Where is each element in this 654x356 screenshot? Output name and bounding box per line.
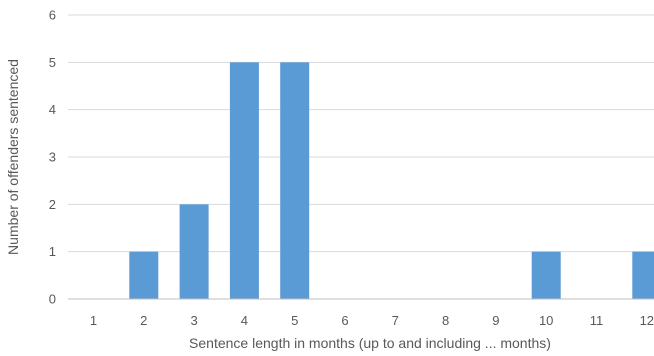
- x-tick-label: 8: [442, 313, 449, 328]
- x-tick-label: 10: [539, 313, 553, 328]
- y-tick-label: 0: [49, 292, 56, 307]
- x-tick-label: 6: [341, 313, 348, 328]
- bar-4: [229, 62, 259, 300]
- x-tick-label: 11: [590, 313, 604, 328]
- x-tick-label: 4: [241, 313, 248, 328]
- y-tick-label: 2: [49, 197, 56, 212]
- y-tick-label: 6: [49, 8, 56, 23]
- y-axis-title: Number of offenders sentenced: [5, 59, 21, 255]
- x-tick-label: 5: [291, 313, 298, 328]
- gridlines: [68, 14, 654, 253]
- x-axis-title: Sentence length in months (up to and inc…: [189, 335, 551, 351]
- x-tick-label: 2: [140, 313, 147, 328]
- y-tick-labels: 0 1 2 3 4 5 6: [49, 8, 56, 307]
- bars: [129, 62, 654, 300]
- y-tick-label: 5: [49, 55, 56, 70]
- x-tick-label: 1: [90, 313, 97, 328]
- bar-3: [179, 204, 209, 299]
- y-tick-label: 4: [49, 102, 56, 117]
- bar-5: [280, 62, 310, 300]
- x-tick-labels: 1 2 3 4 5 6 7 8 9 10 11 12: [90, 313, 654, 328]
- x-tick-label: 3: [190, 313, 197, 328]
- y-tick-label: 3: [49, 150, 56, 165]
- x-tick-label: 9: [492, 313, 499, 328]
- x-tick-label: 7: [392, 313, 399, 328]
- x-tick-label: 12: [640, 313, 654, 328]
- bar-10: [531, 251, 561, 299]
- bar-2: [129, 251, 159, 299]
- bar-12: [632, 251, 654, 299]
- y-tick-label: 1: [49, 244, 56, 259]
